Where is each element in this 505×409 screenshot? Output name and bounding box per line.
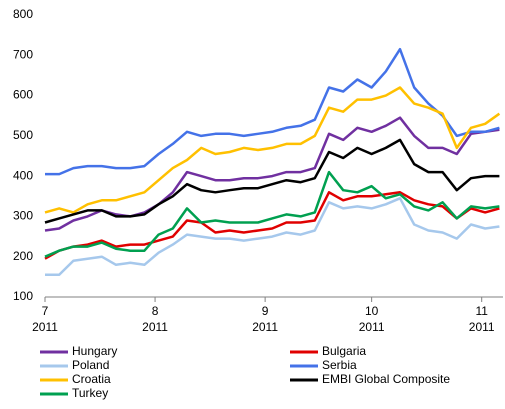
y-tick-label: 500 bbox=[13, 128, 33, 142]
x-tick-label: 10 2011 bbox=[359, 304, 385, 334]
series-line bbox=[44, 191, 500, 260]
legend-label: Hungary bbox=[72, 344, 117, 358]
y-tick-label: 300 bbox=[13, 209, 33, 223]
y-tick-label: 600 bbox=[13, 88, 33, 102]
series-line bbox=[44, 170, 500, 258]
y-tick-label: 200 bbox=[13, 249, 33, 263]
legend-label: Croatia bbox=[72, 372, 111, 386]
series-line bbox=[44, 138, 500, 224]
x-tick-label: 11 2011 bbox=[469, 304, 495, 334]
x-tick-label: 7 2011 bbox=[32, 304, 58, 334]
y-tick-label: 100 bbox=[13, 289, 33, 303]
legend-label: Serbia bbox=[322, 358, 357, 372]
series-line bbox=[45, 47, 500, 176]
y-tick-label: 800 bbox=[13, 7, 33, 21]
x-tick-label: 8 2011 bbox=[142, 304, 168, 334]
legend-label: Bulgaria bbox=[322, 344, 366, 358]
legend-label: Poland bbox=[72, 358, 109, 372]
series-line bbox=[44, 86, 501, 214]
legend-label: Turkey bbox=[72, 386, 108, 400]
y-tick-label: 700 bbox=[13, 47, 33, 61]
series-line bbox=[44, 116, 500, 232]
x-tick-label: 9 2011 bbox=[252, 304, 278, 334]
series-line bbox=[45, 197, 500, 277]
legend-label: EMBI Global Composite bbox=[322, 372, 450, 386]
y-tick-label: 400 bbox=[13, 168, 33, 182]
